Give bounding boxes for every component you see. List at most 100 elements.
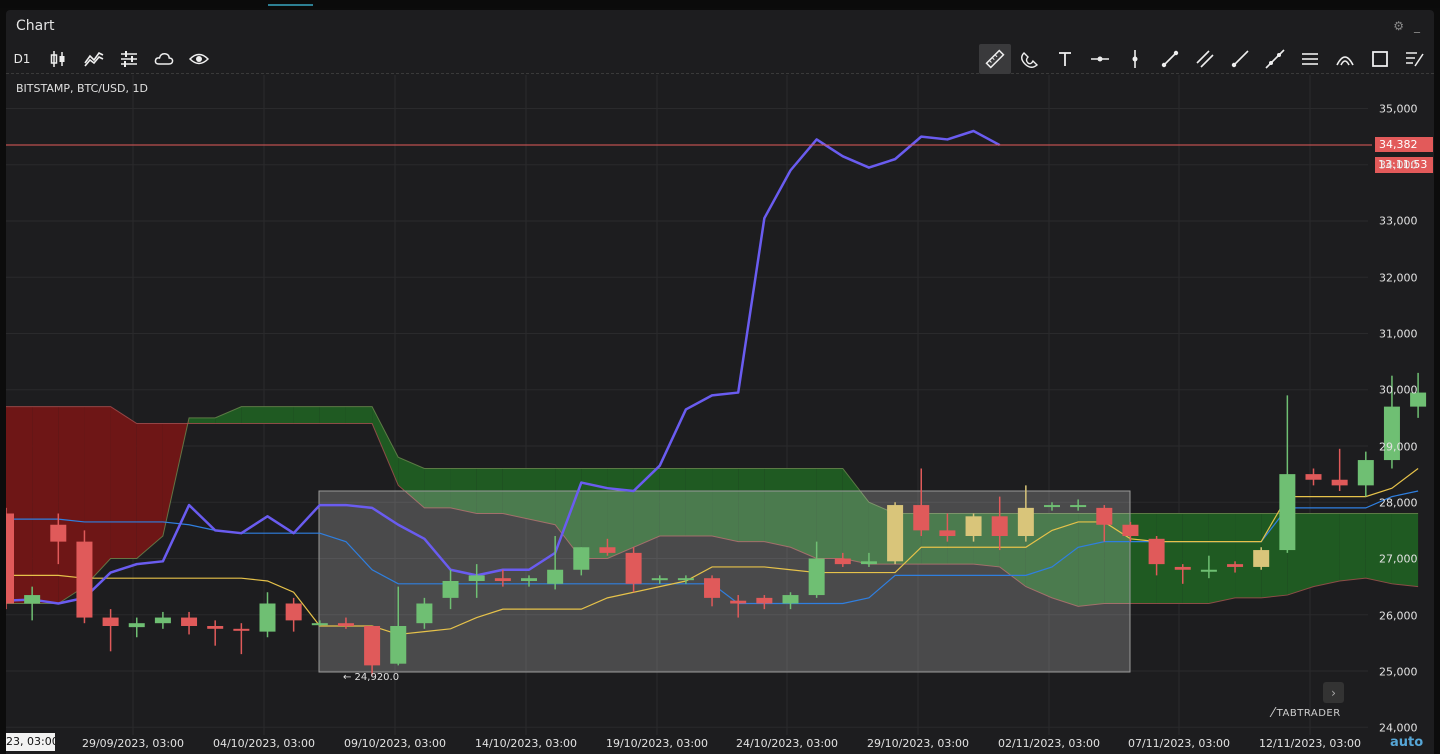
candle-body: [1044, 505, 1060, 508]
cloud-segment: [215, 406, 242, 424]
candle-body: [965, 516, 982, 536]
candle-body: [1148, 538, 1165, 565]
y-tick-label: 33,000: [1379, 214, 1418, 228]
cloud-segment: [764, 468, 791, 548]
cloud-segment: [1052, 513, 1079, 607]
y-tick-label: 28,000: [1379, 496, 1418, 510]
candle-body: [1200, 569, 1217, 572]
vertical-line-icon[interactable]: [1119, 44, 1151, 74]
candle-body: [808, 558, 825, 596]
eye-icon[interactable]: [183, 44, 215, 74]
candle-body: [704, 578, 721, 598]
candle-body: [207, 626, 224, 629]
cloud-segment: [1182, 513, 1209, 604]
cloud-segment: [372, 406, 399, 486]
candle-body: [1122, 524, 1139, 536]
horizontal-line-icon[interactable]: [1084, 44, 1116, 74]
cloud-segment: [1208, 513, 1236, 604]
y-tick-label: 32,000: [1379, 271, 1418, 285]
drawing-list-icon[interactable]: [1399, 44, 1431, 74]
candle-body: [1096, 507, 1113, 525]
rectangle-icon[interactable]: [1364, 44, 1396, 74]
cloud-icon[interactable]: [148, 44, 180, 74]
cloud-segment: [659, 468, 686, 536]
candlestick-icon[interactable]: [42, 44, 74, 74]
active-tab-indicator: [268, 4, 313, 6]
tabtrader-logo-icon: ⁄: [1272, 706, 1275, 721]
cloud-segment: [1339, 513, 1366, 581]
cloud-segment: [345, 406, 373, 424]
x-tick-label: 14/10/2023, 03:00: [474, 737, 578, 750]
measure-selection-box[interactable]: [318, 490, 1131, 673]
text-icon[interactable]: [1049, 44, 1081, 74]
candle-body: [521, 578, 537, 581]
arc-icon[interactable]: [1329, 44, 1361, 74]
candle-body: [311, 623, 328, 626]
candle-body: [1174, 566, 1191, 570]
gear-icon[interactable]: ⚙: [1393, 19, 1404, 33]
tenkan-line: [6, 468, 1419, 636]
candle-body: [128, 623, 145, 628]
candle-body: [1383, 406, 1400, 461]
cloud-segment: [738, 468, 765, 542]
toolbar: D1: [6, 44, 1434, 74]
candle-body: [6, 513, 14, 604]
candle-body: [1331, 479, 1348, 486]
candle-body: [181, 617, 198, 626]
cloud-segment: [32, 406, 59, 604]
candle-body: [154, 617, 171, 624]
cloud-segment: [1365, 513, 1392, 584]
candle-body: [573, 547, 590, 570]
magnet-icon[interactable]: [1014, 44, 1046, 74]
cloud-segment: [398, 457, 425, 508]
candle-body: [76, 541, 93, 618]
indicators-icon[interactable]: [78, 44, 110, 74]
ruler-icon[interactable]: [979, 44, 1011, 74]
candle-body: [285, 603, 302, 621]
y-tick-label: 24,000: [1379, 721, 1418, 735]
candle-body: [442, 581, 459, 598]
cloud-segment: [110, 406, 137, 559]
candle-body: [259, 603, 276, 632]
candle-body: [1227, 564, 1244, 567]
auto-scale-button[interactable]: auto: [1390, 735, 1424, 750]
candle-body: [756, 597, 773, 604]
candle-body: [1357, 460, 1374, 486]
trend-line-icon[interactable]: [1154, 44, 1186, 74]
candle-body: [651, 578, 668, 581]
settings-sliders-icon[interactable]: [113, 44, 145, 74]
y-tick-label: 30,000: [1379, 383, 1418, 397]
cloud-segment: [1391, 513, 1419, 587]
candle-body: [599, 547, 616, 553]
price-chart[interactable]: [6, 75, 1434, 754]
candle-body: [625, 552, 642, 584]
parallel-channel-icon[interactable]: [1189, 44, 1221, 74]
y-tick-label: 27,000: [1379, 552, 1418, 566]
candle-body: [677, 578, 694, 581]
window-title: Chart: [16, 18, 55, 34]
cloud-segment: [189, 417, 216, 424]
horizontal-ray-icon[interactable]: [1294, 44, 1326, 74]
y-tick-label: 35,000: [1379, 102, 1418, 116]
ray-icon[interactable]: [1224, 44, 1256, 74]
scroll-to-latest-button[interactable]: ›: [1323, 682, 1344, 703]
cloud-segment: [267, 406, 294, 424]
brand-name: TABTRADER: [1276, 708, 1341, 719]
minimize-icon[interactable]: _: [1414, 19, 1420, 33]
extended-line-icon[interactable]: [1259, 44, 1291, 74]
cloud-segment: [1078, 513, 1105, 607]
candle-body: [547, 569, 564, 584]
x-tick-label: 19/10/2023, 03:00: [605, 737, 709, 750]
candle-body: [834, 558, 851, 565]
x-tick-label: 07/11/2023, 03:00: [1127, 737, 1231, 750]
senkou-span-b: [6, 406, 1419, 607]
cloud-segment: [319, 406, 346, 424]
timeframe-button[interactable]: D1: [13, 52, 31, 66]
x-tick-label: 02/11/2023, 03:00: [997, 737, 1101, 750]
candle-body: [468, 575, 485, 581]
candle-body: [337, 623, 354, 626]
candle-body: [1017, 507, 1034, 536]
cloud-segment: [529, 468, 556, 525]
x-tick-label: 29/09/2023, 03:00: [81, 737, 185, 750]
top-strip: [0, 0, 1440, 8]
